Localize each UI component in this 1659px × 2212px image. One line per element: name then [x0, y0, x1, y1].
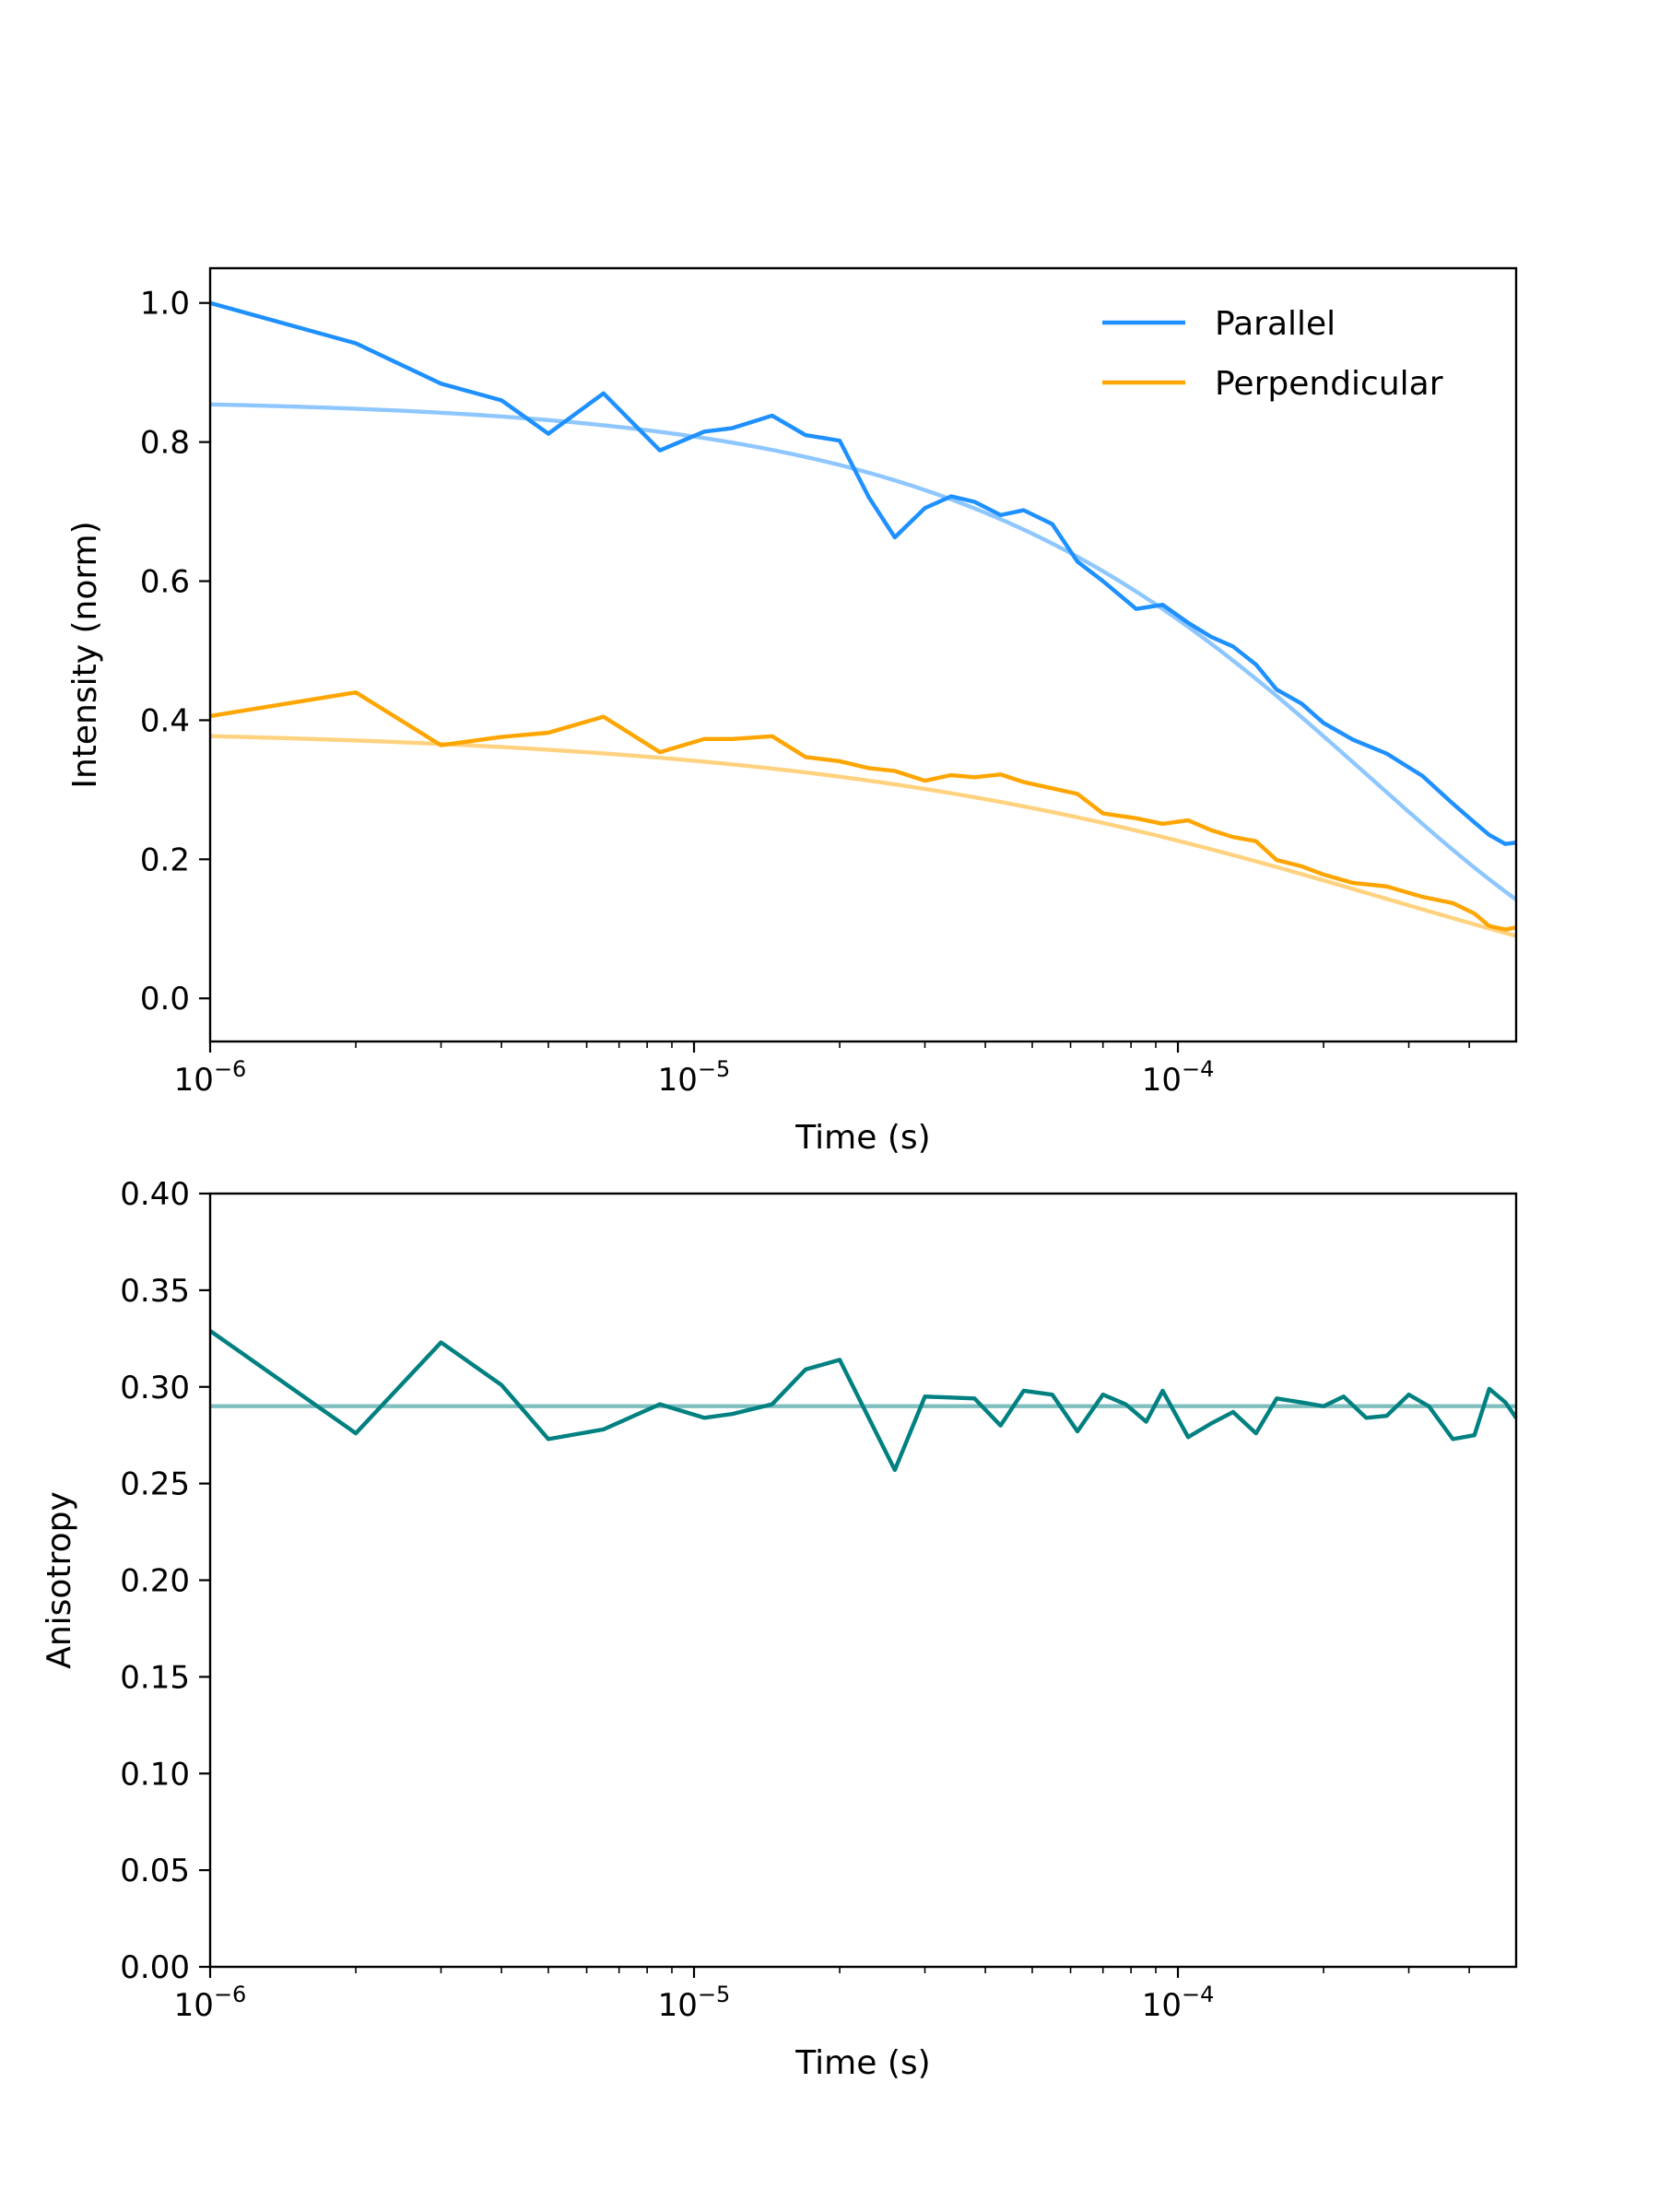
y-tick-label: 0.35 [120, 1273, 190, 1310]
y-tick-label: 0.6 [140, 564, 190, 601]
legend-label-1: Perpendicular [1215, 365, 1443, 403]
y-axis-label: Intensity (norm) [66, 521, 104, 788]
y-tick-label: 0.2 [140, 841, 190, 878]
intensity-panel: 10−6 10−5 10−4 0.0 0.2 0.4 0.6 0.8 1.0 Time (s) In… [66, 266, 1518, 1157]
x-tick-label: 10−6 [174, 1982, 247, 2024]
x-tick-label: 10−6 [174, 1056, 247, 1099]
y-tick-label: 0.8 [140, 425, 190, 462]
legend-label-0: Parallel [1215, 305, 1335, 343]
y-tick-label: 0.20 [120, 1563, 190, 1600]
y-tick-label: 1.0 [140, 286, 190, 323]
y-tick-label: 0.00 [120, 1949, 190, 1986]
y-tick-label: 0.15 [120, 1659, 190, 1696]
plot-frame [208, 266, 1518, 1043]
y-tick-label: 0.25 [120, 1466, 190, 1503]
y-tick-label: 0.40 [120, 1176, 190, 1213]
series-line-1 [209, 690, 1517, 932]
x-tick-label: 10−5 [658, 1056, 731, 1099]
y-axis-label: Anisotropy [41, 1491, 78, 1669]
plot-frame [208, 1192, 1518, 1969]
y-tick-label: 0.4 [140, 702, 190, 739]
anisotropy-panel: 10−6 10−5 10−4 0.00 0.05 0.10 0.15 0.20 0.25 0.30… [41, 1176, 1518, 2082]
series-line-0 [208, 1329, 1518, 1473]
x-tick-label: 10−4 [1142, 1056, 1215, 1099]
y-tick-label: 0.30 [120, 1370, 190, 1406]
series-line-0 [209, 300, 1517, 846]
fit-curve-0 [209, 402, 1518, 901]
fit-curve-1 [209, 734, 1517, 938]
y-tick-label: 0.10 [120, 1756, 190, 1793]
x-axis-label: Time (s) [794, 2044, 930, 2082]
y-tick-label: 0.05 [120, 1853, 190, 1889]
y-tick-label: 0.0 [140, 981, 190, 1018]
x-axis-label: Time (s) [794, 1119, 930, 1157]
x-tick-label: 10−5 [658, 1982, 731, 2024]
x-tick-label: 10−4 [1142, 1982, 1215, 2024]
